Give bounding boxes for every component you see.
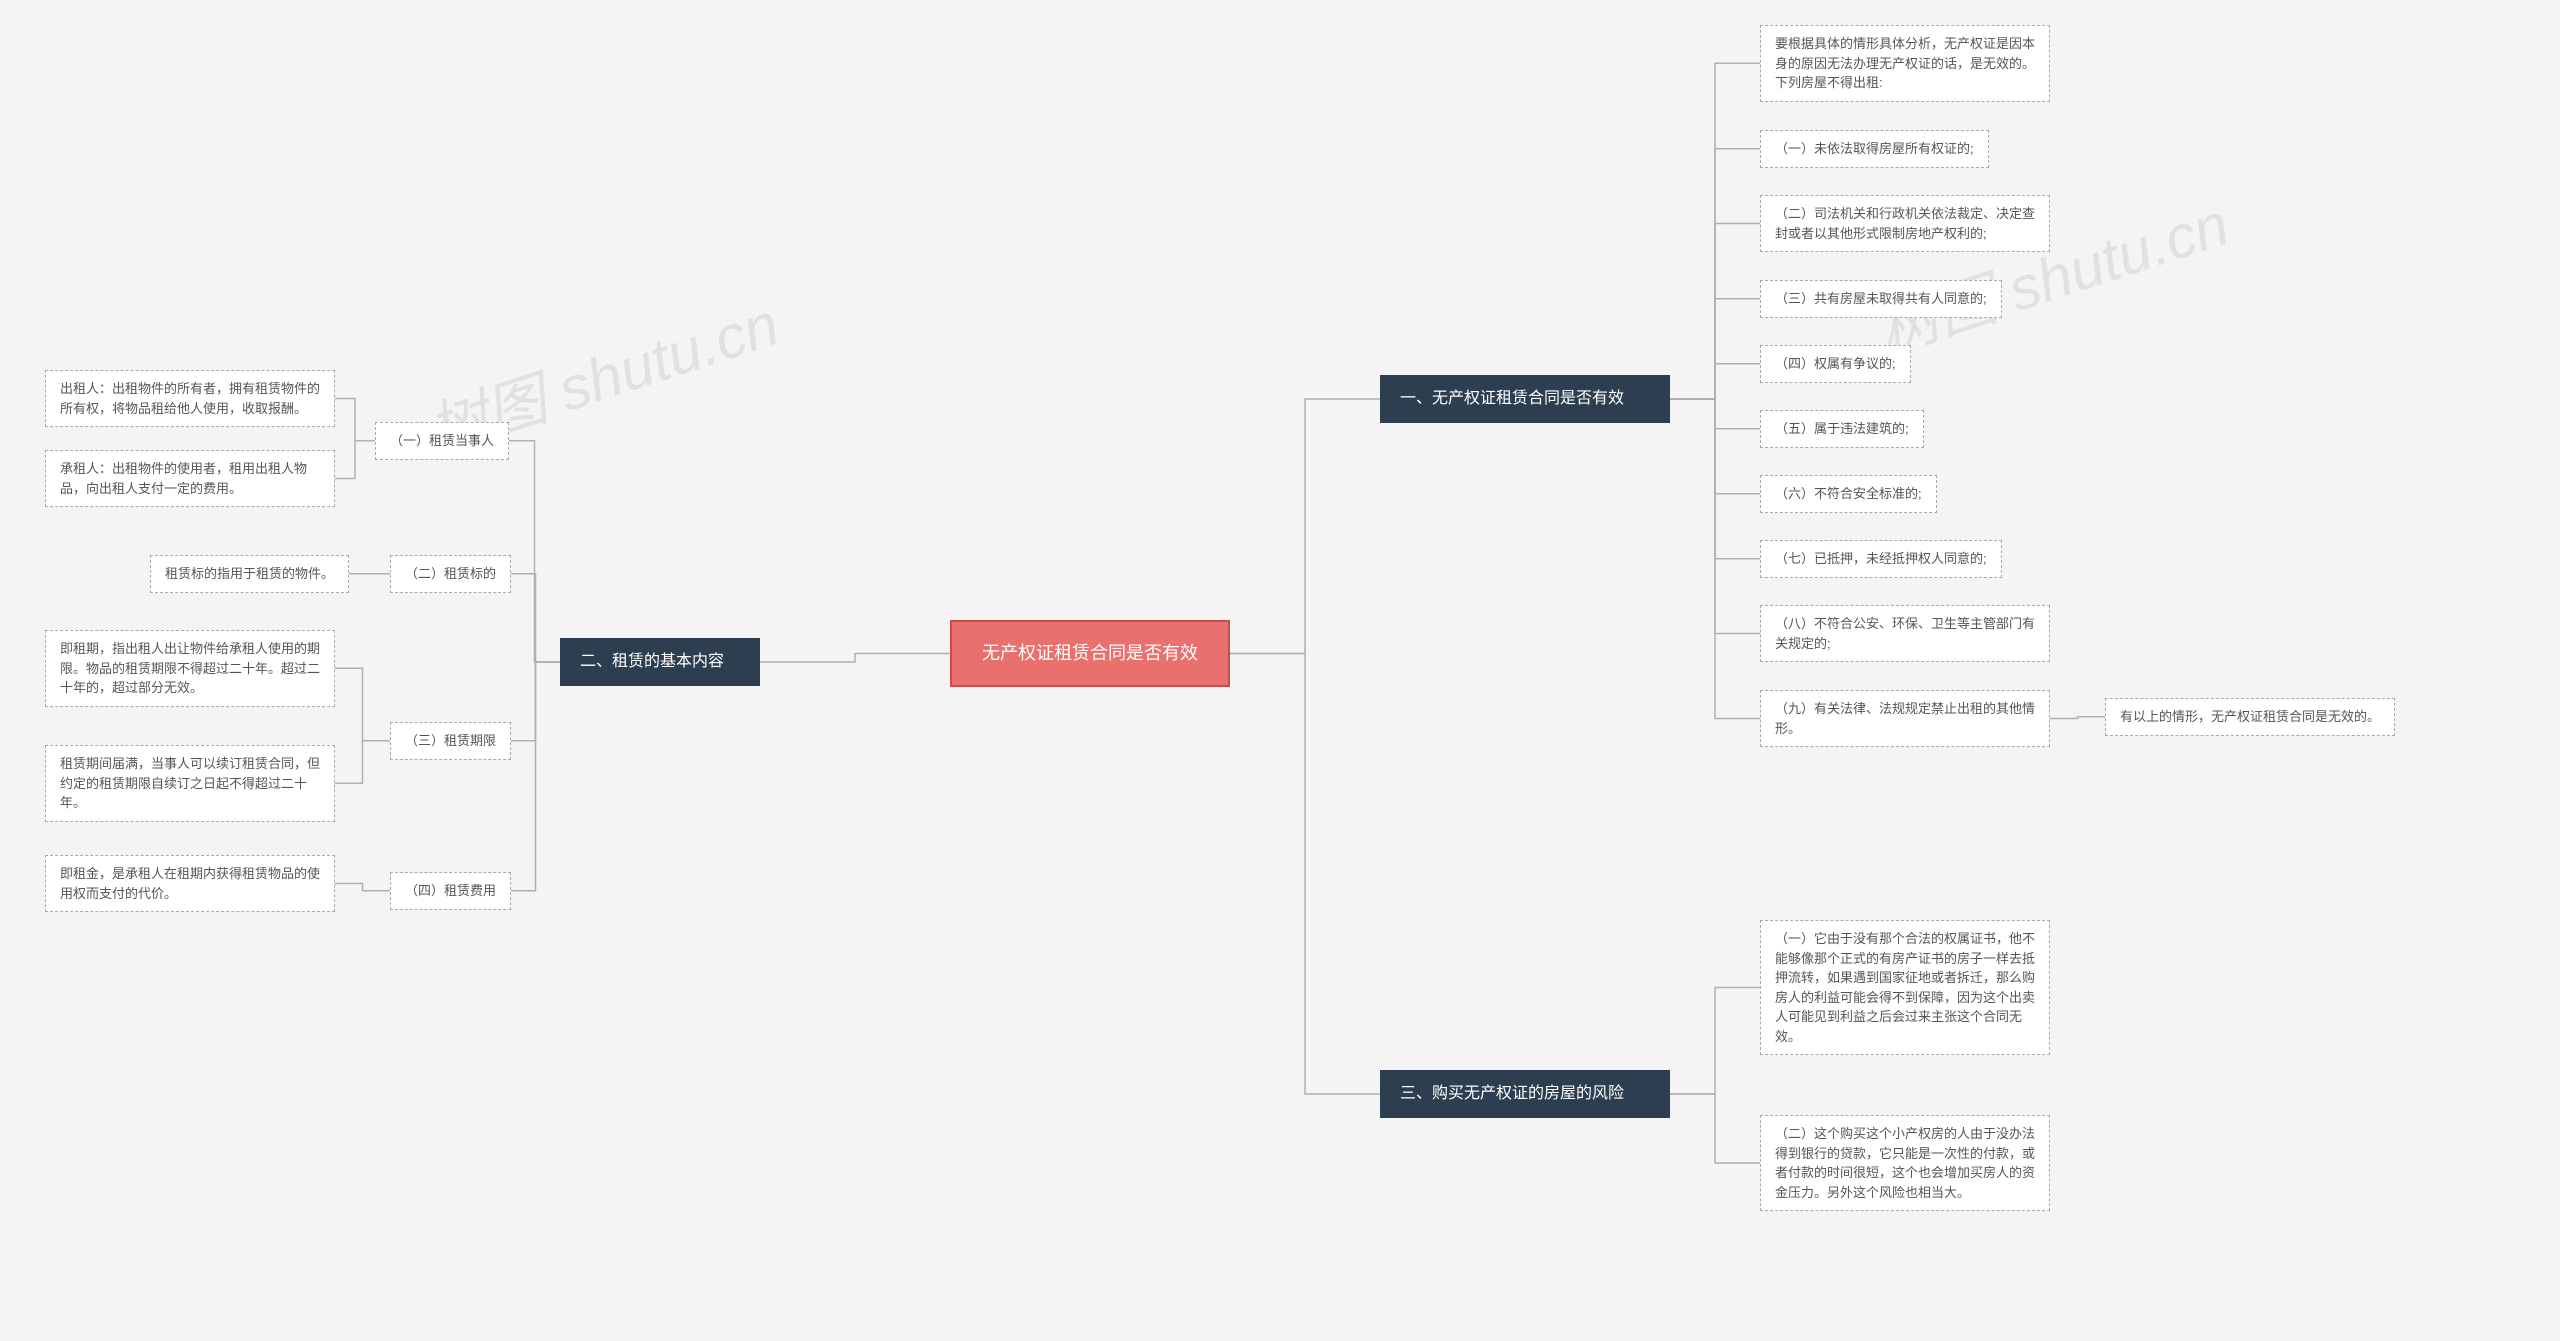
leaf-b1-2[interactable]: （一）未依法取得房屋所有权证的;: [1760, 130, 1989, 168]
branch-3[interactable]: 三、购买无产权证的房屋的风险: [1380, 1070, 1670, 1118]
leaf-b2-3[interactable]: （三）租赁期限: [390, 722, 511, 760]
leaf-b2-1-1[interactable]: 出租人：出租物件的所有者，拥有租赁物件的所有权，将物品租给他人使用，收取报酬。: [45, 370, 335, 427]
leaf-b2-2-1[interactable]: 租赁标的指用于租赁的物件。: [150, 555, 349, 593]
leaf-b2-3-2[interactable]: 租赁期间届满，当事人可以续订租赁合同，但约定的租赁期限自续订之日起不得超过二十年…: [45, 745, 335, 822]
leaf-b2-1-2[interactable]: 承租人：出租物件的使用者，租用出租人物品，向出租人支付一定的费用。: [45, 450, 335, 507]
leaf-b1-1[interactable]: 要根据具体的情形具体分析，无产权证是因本身的原因无法办理无产权证的话，是无效的。…: [1760, 25, 2050, 102]
branch-2[interactable]: 二、租赁的基本内容: [560, 638, 760, 686]
leaf-b3-2[interactable]: （二）这个购买这个小产权房的人由于没办法得到银行的贷款，它只能是一次性的付款，或…: [1760, 1115, 2050, 1211]
root-node[interactable]: 无产权证租赁合同是否有效: [950, 620, 1230, 687]
mindmap-connectors: [0, 0, 2560, 1341]
leaf-b2-4-1[interactable]: 即租金，是承租人在租期内获得租赁物品的使用权而支付的代价。: [45, 855, 335, 912]
leaf-b1-3[interactable]: （二）司法机关和行政机关依法裁定、决定查封或者以其他形式限制房地产权利的;: [1760, 195, 2050, 252]
leaf-b2-2[interactable]: （二）租赁标的: [390, 555, 511, 593]
leaf-b1-10-1[interactable]: 有以上的情形，无产权证租赁合同是无效的。: [2105, 698, 2395, 736]
leaf-b1-7[interactable]: （六）不符合安全标准的;: [1760, 475, 1937, 513]
leaf-b1-9[interactable]: （八）不符合公安、环保、卫生等主管部门有关规定的;: [1760, 605, 2050, 662]
leaf-b1-8[interactable]: （七）已抵押，未经抵押权人同意的;: [1760, 540, 2002, 578]
leaf-b1-4[interactable]: （三）共有房屋未取得共有人同意的;: [1760, 280, 2002, 318]
leaf-b3-1[interactable]: （一）它由于没有那个合法的权属证书，他不能够像那个正式的有房产证书的房子一样去抵…: [1760, 920, 2050, 1055]
leaf-b2-3-1[interactable]: 即租期，指出租人出让物件给承租人使用的期限。物品的租赁期限不得超过二十年。超过二…: [45, 630, 335, 707]
leaf-b1-6[interactable]: （五）属于违法建筑的;: [1760, 410, 1924, 448]
leaf-b2-4[interactable]: （四）租赁费用: [390, 872, 511, 910]
leaf-b1-5[interactable]: （四）权属有争议的;: [1760, 345, 1911, 383]
branch-1[interactable]: 一、无产权证租赁合同是否有效: [1380, 375, 1670, 423]
leaf-b1-10[interactable]: （九）有关法律、法规规定禁止出租的其他情形。: [1760, 690, 2050, 747]
leaf-b2-1[interactable]: （一）租赁当事人: [375, 422, 509, 460]
